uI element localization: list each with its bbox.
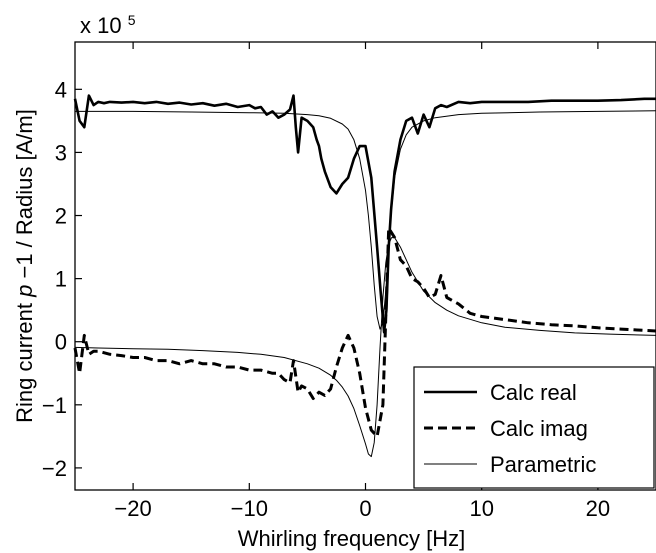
series-line-3 [74,237,656,458]
x-tick-label: 20 [586,496,610,521]
legend-label: Calc imag [490,416,588,441]
multiplier-exponent: 5 [128,12,136,28]
x-tick-label: 0 [359,496,371,521]
y-axis-label-italic: p [12,285,37,298]
y-tick-label: 3 [55,140,67,165]
y-tick-label: 2 [55,204,67,229]
y-tick-label: 4 [55,77,67,102]
x-tick-label: −20 [114,496,151,521]
y-axis-label-suffix: −1 / Radius [A/m] [12,109,37,278]
y-tick-label: 0 [55,330,67,355]
y-tick-label: −1 [42,393,67,418]
multiplier-base: x 10 [80,13,122,38]
y-axis-label: Ring current p −1 / Radius [A/m] [12,109,37,423]
x-tick-label: −10 [231,496,268,521]
series-line-4 [75,110,656,330]
legend-label: Parametric [490,452,596,477]
y-tick-label: −2 [42,456,67,481]
series-line-1 [73,94,656,334]
x-axis-label: Whirling frequency [Hz] [238,526,465,551]
multiplier-label: x 10 5 [80,12,136,38]
x-tick-label: 10 [469,496,493,521]
y-tick-label: 1 [55,267,67,292]
legend-label: Calc real [490,380,577,405]
series-line-2 [73,226,656,438]
y-axis-label-prefix: Ring current [12,297,37,423]
legend: Calc real Calc imag Parametric [413,366,655,489]
series-layer [73,94,656,458]
